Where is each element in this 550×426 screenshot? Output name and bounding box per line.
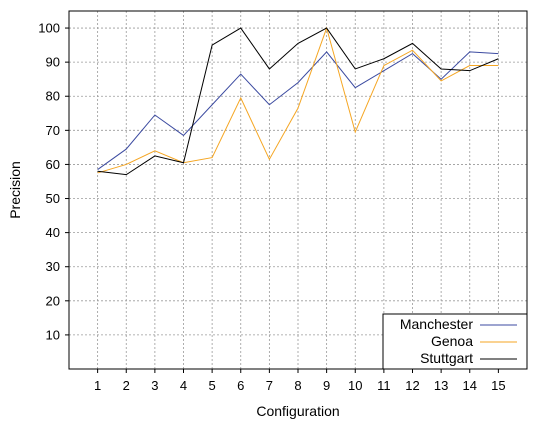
x-tick-label: 5 (209, 378, 216, 393)
axis-ticks: 1 2 3 4 5 6 7 8 9 10 11 12 13 14 151020304050607080901… (38, 21, 505, 393)
x-axis-title: Configuration (256, 403, 339, 419)
x-tick-label: 8 (294, 378, 301, 393)
y-tick-label: 100 (38, 21, 60, 36)
x-tick-label: 2 (123, 378, 130, 393)
y-tick-label: 40 (46, 225, 60, 240)
x-tick-label: 15 (491, 378, 505, 393)
x-tick-label: 7 (266, 378, 273, 393)
x-tick-label: 3 (151, 378, 158, 393)
y-axis-title: Precision (7, 161, 23, 219)
y-tick-label: 90 (46, 55, 60, 70)
x-tick-label: 1 (94, 378, 101, 393)
y-tick-label: 80 (46, 89, 60, 104)
legend-label-manchester: Manchester (400, 316, 473, 332)
legend-label-genoa: Genoa (431, 333, 473, 349)
y-tick-label: 10 (46, 327, 60, 342)
series-line-stuttgart (97, 27, 499, 176)
x-tick-label: 12 (405, 378, 419, 393)
x-tick-label: 6 (237, 378, 244, 393)
x-tick-label: 10 (348, 378, 362, 393)
legend-label-stuttgart: Stuttgart (420, 350, 473, 366)
y-tick-label: 30 (46, 259, 60, 274)
x-tick-label: 13 (434, 378, 448, 393)
x-tick-label: 11 (377, 378, 391, 393)
series-lines (97, 26, 499, 176)
x-tick-label: 4 (180, 378, 187, 393)
grid-lines (69, 11, 527, 369)
x-tick-label: 9 (323, 378, 330, 393)
y-tick-label: 70 (46, 123, 60, 138)
series-line-genoa (97, 26, 499, 174)
y-tick-label: 20 (46, 293, 60, 308)
x-tick-label: 14 (463, 378, 477, 393)
y-tick-label: 50 (46, 191, 60, 206)
y-tick-label: 60 (46, 157, 60, 172)
